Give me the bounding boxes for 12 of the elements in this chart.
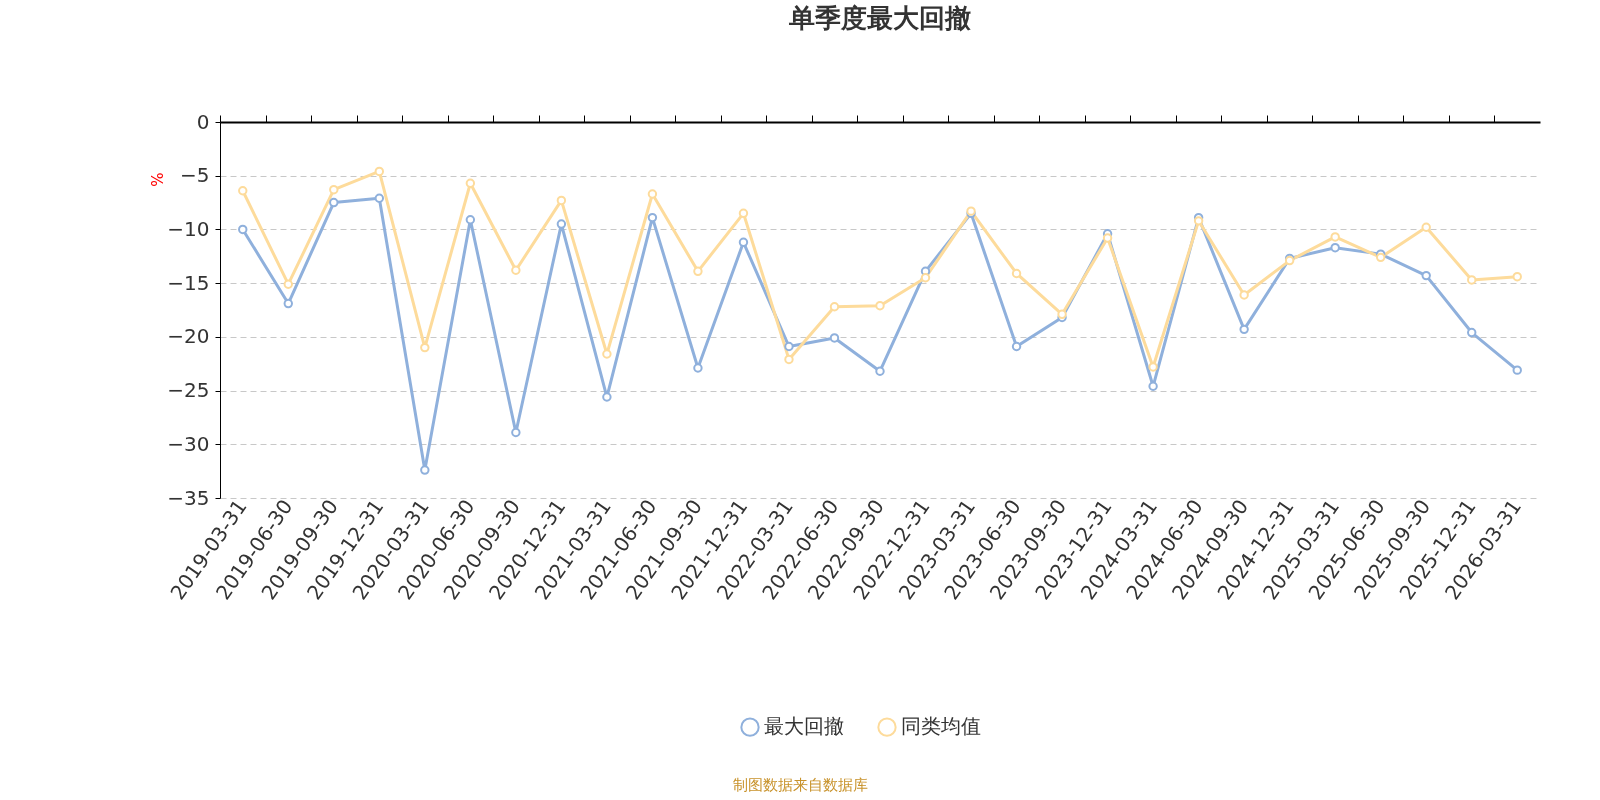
- text: 制图数据来自数据库: [731, 776, 869, 795]
- y-tick-label: −5: [180, 163, 210, 188]
- y-tick-label: −15: [167, 270, 210, 295]
- y-tick-label: −20: [167, 324, 210, 349]
- legend-label: 最大回撤: [764, 714, 844, 739]
- y-tick-label: 0: [196, 109, 210, 134]
- y-tick-label: −10: [167, 216, 210, 241]
- chart-title: 单季度最大回撤: [788, 3, 971, 33]
- y-tick-label: −25: [167, 378, 210, 403]
- y-axis-title: %: [148, 172, 167, 187]
- legend-label: 同类均值: [901, 714, 981, 739]
- y-tick-label: −30: [167, 431, 210, 456]
